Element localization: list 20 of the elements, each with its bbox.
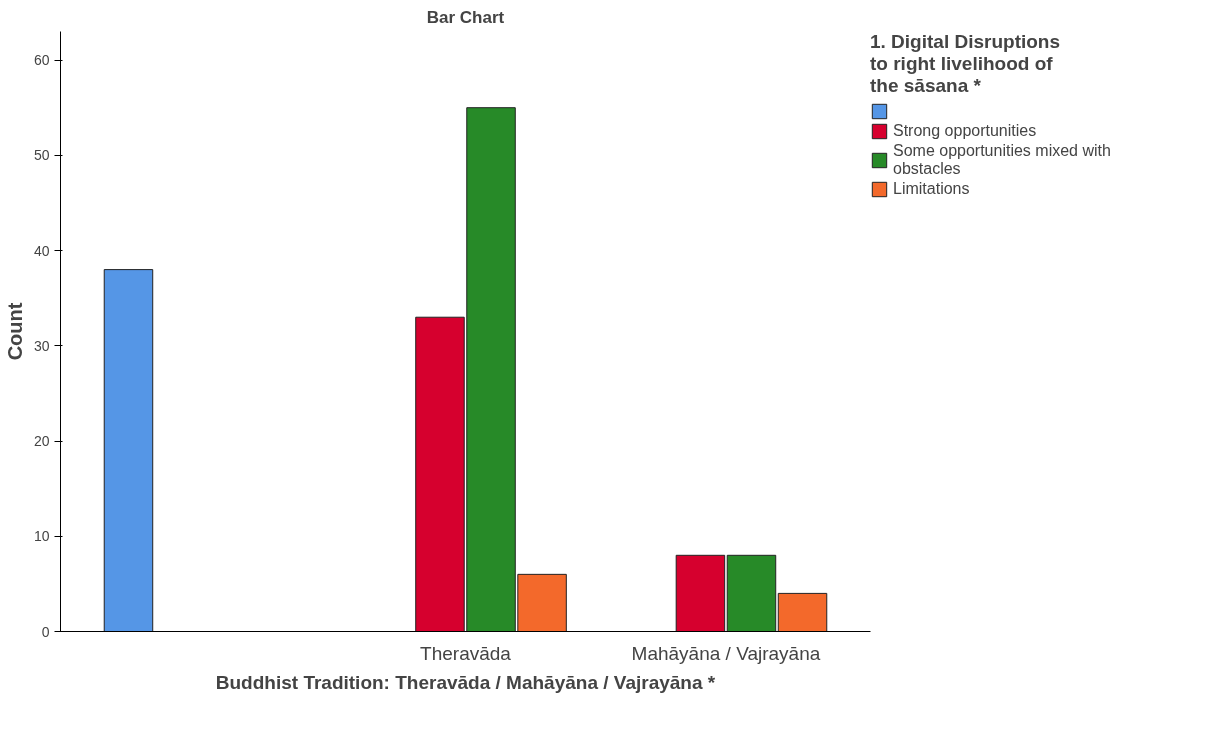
bar [726,554,777,632]
y-tick-label: 20 [33,433,50,450]
x-tick-label: Mahāyāna / Vajrayāna [631,642,821,664]
y-tick-label: 50 [33,147,50,164]
y-axis-title: Count [3,302,26,361]
bar [777,592,828,632]
legend-label: Some opportunities mixed with obstacles [893,142,1111,178]
x-axis-title: Buddhist Tradition: Theravāda / Mahāyāna / Vajrayāna * [215,671,716,693]
y-tick-label: 60 [33,52,50,69]
x-tick-label: Theravāda [420,642,512,664]
y-tick-label: 10 [33,528,50,545]
y-tick-label: 0 [41,623,50,640]
bar [103,269,154,632]
y-tick-label: 40 [33,242,50,259]
y-tick-label: 30 [33,337,50,354]
legend-label: Limitations [893,180,970,198]
chart-title: Bar Chart [426,7,505,27]
bar [675,554,726,632]
legend-label: Strong opportunities [893,122,1037,140]
legend-title: 1. Digital Disruptions to right livelihood of the sāsana * [870,31,1062,97]
